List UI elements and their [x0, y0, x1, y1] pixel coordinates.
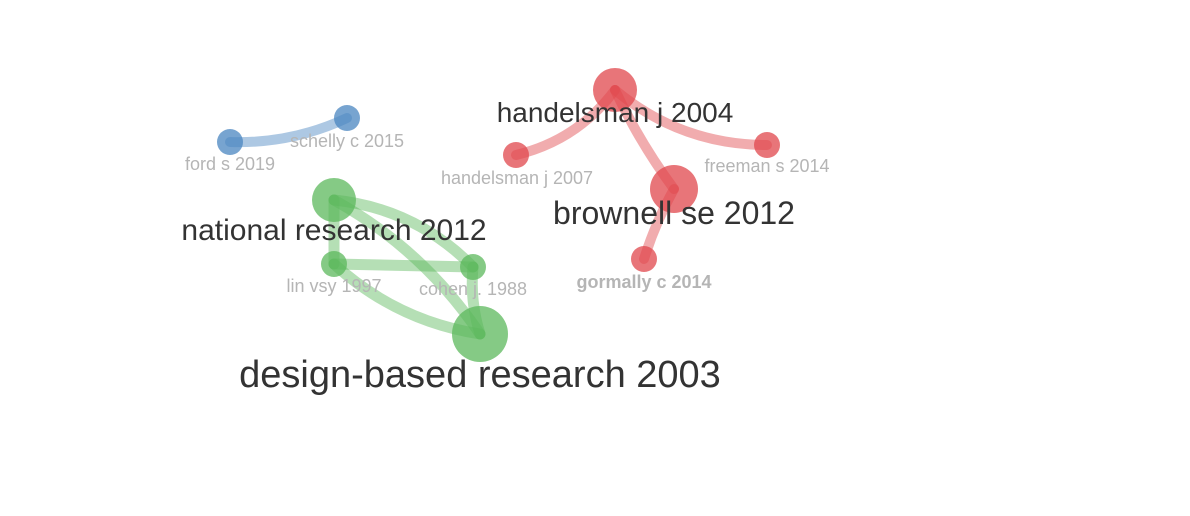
labels-layer: handelsman j 2004 handelsman j 2007 freema… — [181, 97, 829, 396]
node-lin_1997[interactable] — [321, 251, 347, 277]
node-label-ford_2019[interactable]: ford s 2019 — [185, 154, 275, 174]
node-handelsman_2007[interactable] — [503, 142, 529, 168]
node-cohen_1988[interactable] — [460, 254, 486, 280]
node-label-gormally_2014[interactable]: gormally c 2014 — [576, 272, 711, 292]
node-handelsman_2004[interactable] — [593, 68, 637, 112]
edge-ford_2019-schelly_2015 — [225, 113, 352, 148]
node-ford_2019[interactable] — [217, 129, 243, 155]
node-label-schelly_2015[interactable]: schelly c 2015 — [290, 131, 404, 151]
node-brownell_2012[interactable] — [650, 165, 698, 213]
node-label-handelsman_2007[interactable]: handelsman j 2007 — [441, 168, 593, 188]
node-label-cohen_1988[interactable]: cohen j. 1988 — [419, 279, 527, 299]
node-label-brownell_2012[interactable]: brownell se 2012 — [553, 195, 795, 231]
node-gormally_2014[interactable] — [631, 246, 657, 272]
node-national_2012[interactable] — [312, 178, 356, 222]
node-freeman_2014[interactable] — [754, 132, 780, 158]
node-schelly_2015[interactable] — [334, 105, 360, 131]
node-label-dbr_2003[interactable]: design-based research 2003 — [239, 354, 721, 396]
node-label-national_2012[interactable]: national research 2012 — [181, 214, 486, 247]
node-label-freeman_2014[interactable]: freeman s 2014 — [704, 156, 829, 176]
node-label-handelsman_2004[interactable]: handelsman j 2004 — [497, 97, 734, 128]
node-label-lin_1997[interactable]: lin vsy 1997 — [286, 276, 381, 296]
edge-lin_1997-cohen_1988 — [328, 258, 479, 273]
node-dbr_2003[interactable] — [452, 306, 508, 362]
nodes-layer — [217, 68, 780, 362]
